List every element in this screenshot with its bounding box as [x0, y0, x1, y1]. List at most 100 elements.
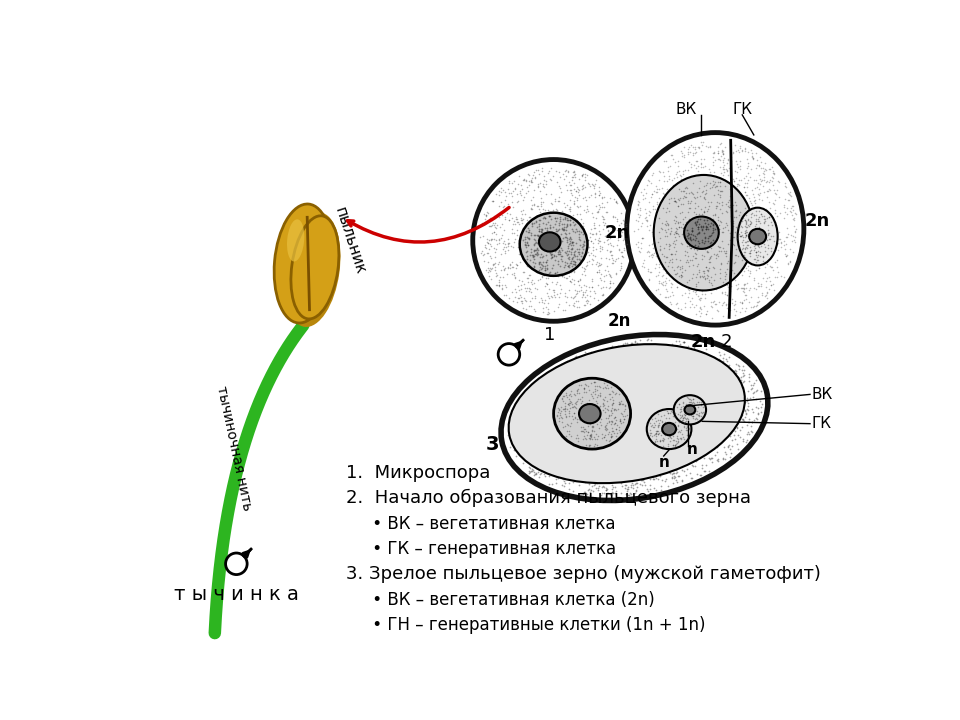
- Point: [561, 245, 576, 256]
- Point: [546, 221, 562, 233]
- Point: [588, 413, 603, 424]
- Point: [661, 243, 677, 254]
- Point: [666, 452, 682, 464]
- Point: [516, 266, 531, 278]
- Point: [636, 351, 651, 363]
- Point: [552, 220, 567, 231]
- Point: [622, 444, 637, 455]
- Point: [590, 235, 606, 246]
- Point: [598, 357, 613, 369]
- Point: [721, 402, 736, 413]
- Point: [736, 265, 752, 276]
- Point: [542, 221, 558, 233]
- Point: [619, 474, 635, 486]
- Point: [748, 283, 763, 294]
- Point: [658, 413, 673, 425]
- Point: [666, 198, 682, 210]
- Point: [723, 215, 738, 227]
- Point: [593, 399, 609, 410]
- Point: [668, 340, 684, 351]
- Point: [556, 305, 571, 316]
- Point: [698, 225, 713, 237]
- Point: [670, 229, 685, 240]
- Point: [570, 235, 586, 246]
- Point: [694, 459, 709, 471]
- Point: [609, 423, 624, 435]
- Point: [585, 253, 600, 264]
- Point: [604, 451, 619, 462]
- Point: [582, 430, 597, 441]
- Point: [637, 348, 653, 359]
- Point: [753, 173, 768, 184]
- Point: [728, 274, 743, 286]
- Point: [675, 229, 690, 240]
- Point: [557, 384, 572, 395]
- Point: [718, 250, 733, 261]
- Point: [721, 239, 736, 251]
- Point: [602, 364, 617, 376]
- Point: [679, 422, 694, 433]
- Point: [727, 206, 742, 217]
- Point: [617, 222, 633, 233]
- Point: [586, 431, 601, 443]
- Point: [584, 379, 599, 391]
- Point: [533, 383, 548, 395]
- Point: [717, 297, 732, 308]
- Point: [652, 359, 667, 371]
- Point: [668, 364, 684, 375]
- Point: [551, 195, 566, 207]
- Point: [555, 416, 570, 428]
- Point: [532, 256, 547, 268]
- Point: [665, 289, 681, 300]
- Point: [584, 354, 599, 366]
- Point: [707, 396, 722, 408]
- Point: [530, 258, 545, 269]
- Point: [541, 392, 557, 404]
- Point: [530, 179, 545, 190]
- Point: [671, 161, 686, 172]
- Point: [608, 397, 623, 409]
- Point: [570, 383, 586, 395]
- Point: [676, 408, 691, 420]
- Point: [638, 187, 654, 199]
- Point: [574, 417, 589, 428]
- Point: [687, 402, 703, 414]
- Point: [599, 234, 614, 246]
- Point: [746, 191, 761, 202]
- Point: [680, 413, 695, 425]
- Point: [597, 428, 612, 439]
- Point: [588, 179, 603, 190]
- Point: [667, 226, 683, 238]
- Point: [652, 288, 667, 300]
- Point: [692, 384, 708, 396]
- Point: [494, 279, 510, 291]
- Point: [660, 361, 676, 372]
- Point: [715, 161, 731, 172]
- Point: [507, 217, 522, 229]
- Point: [543, 433, 559, 445]
- Point: [668, 411, 684, 423]
- Point: [558, 258, 573, 270]
- Point: [590, 467, 606, 479]
- Point: [528, 292, 543, 304]
- Point: [704, 203, 719, 215]
- Point: [606, 413, 621, 424]
- Point: [613, 230, 629, 241]
- Point: [707, 192, 722, 204]
- Point: [527, 171, 542, 183]
- Point: [504, 418, 519, 430]
- Point: [528, 244, 543, 256]
- Point: [729, 269, 744, 280]
- Point: [669, 299, 684, 310]
- Point: [522, 249, 538, 261]
- Point: [645, 249, 660, 261]
- Point: [650, 186, 665, 198]
- Point: [761, 227, 777, 238]
- Point: [566, 166, 582, 177]
- Point: [530, 264, 545, 276]
- Point: [748, 213, 763, 225]
- Point: [573, 251, 588, 262]
- Point: [549, 431, 564, 442]
- Point: [578, 194, 593, 206]
- Point: [534, 467, 549, 479]
